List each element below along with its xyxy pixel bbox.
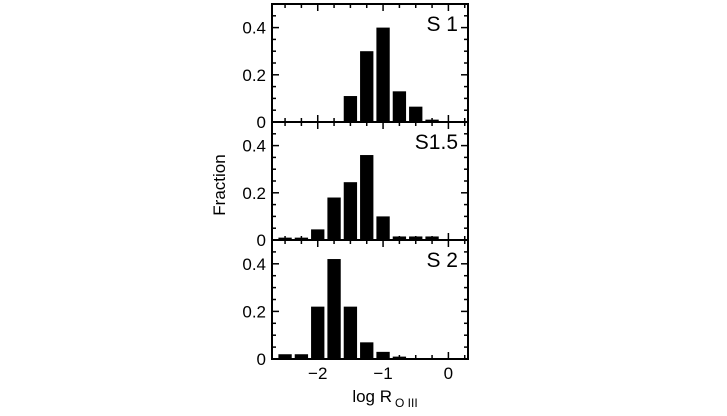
- histogram-bar: [360, 155, 374, 240]
- panel-label: S 1: [426, 13, 458, 36]
- x-axis-title-subscript: O III: [395, 396, 418, 410]
- histogram-bar: [343, 182, 358, 240]
- histogram-bar: [343, 96, 358, 122]
- x-tick-label: −2: [308, 364, 327, 383]
- histogram-bar: [311, 306, 325, 359]
- y-tick-label: 0.4: [242, 255, 266, 274]
- histogram-bar: [327, 259, 341, 359]
- x-tick-label: 0: [444, 364, 453, 383]
- y-tick-label: 0: [257, 231, 266, 250]
- panel-label: S 2: [426, 249, 458, 272]
- y-tick-label: 0.2: [242, 302, 266, 321]
- histogram-bar: [360, 51, 374, 123]
- histogram-bar: [343, 306, 358, 359]
- y-tick-label: 0.2: [242, 66, 266, 85]
- y-tick-label: 0.2: [242, 184, 266, 203]
- y-tick-label: 0: [257, 350, 266, 369]
- histogram-bar: [360, 342, 374, 359]
- histogram-bar: [392, 91, 407, 122]
- y-tick-label: 0.4: [242, 19, 266, 38]
- panel-1: 0 0.2 0.4 S 1: [242, 3, 469, 132]
- histogram-bar: [376, 216, 390, 240]
- panels-group: 0 0.2 0.4 S 1 0 0.2 0.4 S1.5 0 0.2 0.4 S 2 −2 −1 0: [242, 3, 469, 383]
- histogram-bar: [409, 106, 423, 122]
- y-axis-title: Fraction: [210, 154, 229, 215]
- panel-2: 0 0.2 0.4 S1.5: [242, 121, 469, 250]
- y-tick-label: 0: [257, 113, 266, 132]
- histogram-bar: [376, 27, 390, 123]
- x-tick-label: −1: [373, 364, 392, 383]
- histogram-bar: [327, 197, 341, 240]
- x-axis-title: log R: [352, 387, 392, 406]
- panel-label: S1.5: [415, 131, 458, 154]
- y-tick-label: 0.4: [242, 137, 266, 156]
- panel-3: 0 0.2 0.4 S 2: [242, 239, 469, 369]
